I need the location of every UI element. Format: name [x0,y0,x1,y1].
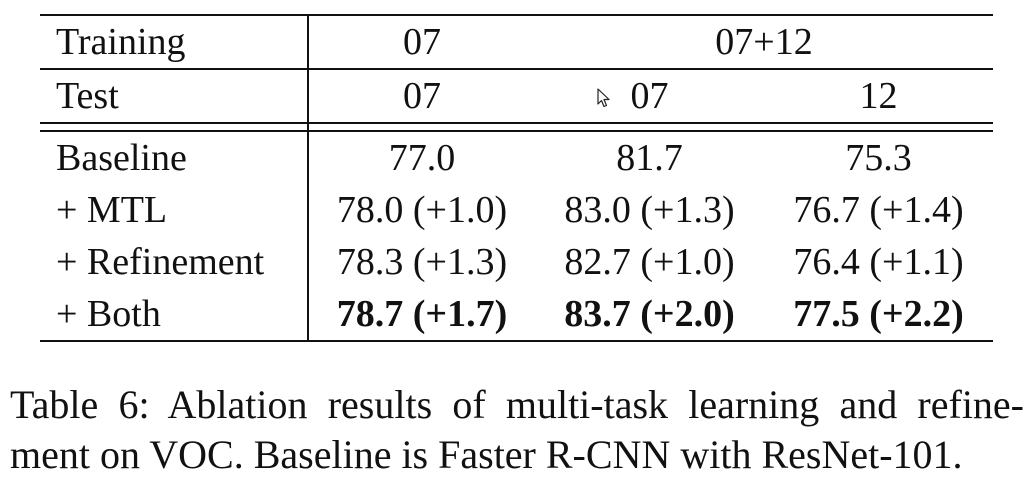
table-caption: Table 6: Ablation results of multi-task … [10,380,1024,480]
header-double-rule [40,124,993,132]
cell-value: 78.3 (+1.3) [336,241,508,283]
caption-line-2: ment on VOC. Baseline is Faster R-CNN wi… [10,432,963,477]
cell-value: 76.4 (+1.1) [793,241,964,283]
row-label: + MTL [40,184,309,236]
mouse-pointer-icon [597,88,610,108]
header-test-12: 12 [859,75,898,117]
header-test-07-a: 07 [403,75,441,117]
caption-line-1: Table 6: Ablation results of multi-task … [10,382,1024,427]
cell-value: 77.0 [388,137,456,179]
header-label-training: Training [40,16,309,68]
cell-value-best: 78.7 (+1.7) [336,293,508,335]
table-row: + Refinement 78.3 (+1.3) 82.7 (+1.0) 76.… [40,236,993,288]
cell-value: 76.7 (+1.4) [793,189,964,231]
header-label-test: Test [40,70,309,122]
header-test-07-b: 07 [630,75,669,117]
header-row-training: Training 07 07+12 [40,16,993,70]
row-label: Baseline [40,132,309,184]
table-row: + MTL 78.0 (+1.0) 83.0 (+1.3) 76.7 (+1.4… [40,184,993,236]
row-label: + Refinement [40,236,309,288]
table-row: Baseline 77.0 81.7 75.3 [40,132,993,184]
cell-value-best: 83.7 (+2.0) [564,293,735,335]
cell-value: 75.3 [845,137,912,179]
cell-value-best: 77.5 (+2.2) [793,293,964,335]
row-label: + Both [40,288,309,340]
cell-value: 78.0 (+1.0) [336,189,508,231]
cell-value: 82.7 (+1.0) [564,241,735,283]
header-training-07: 07 [403,21,441,63]
cell-value: 83.0 (+1.3) [564,189,735,231]
table-row: + Both 78.7 (+1.7) 83.7 (+2.0) 77.5 (+2.… [40,288,993,340]
rule-spacer [40,124,309,130]
cell-value: 81.7 [616,137,683,179]
header-row-test: Test 07 07 12 [40,70,993,124]
header-training-0712: 07+12 [715,21,813,63]
ablation-table: Training 07 07+12 Test 07 07 12 Baseline… [40,14,993,342]
